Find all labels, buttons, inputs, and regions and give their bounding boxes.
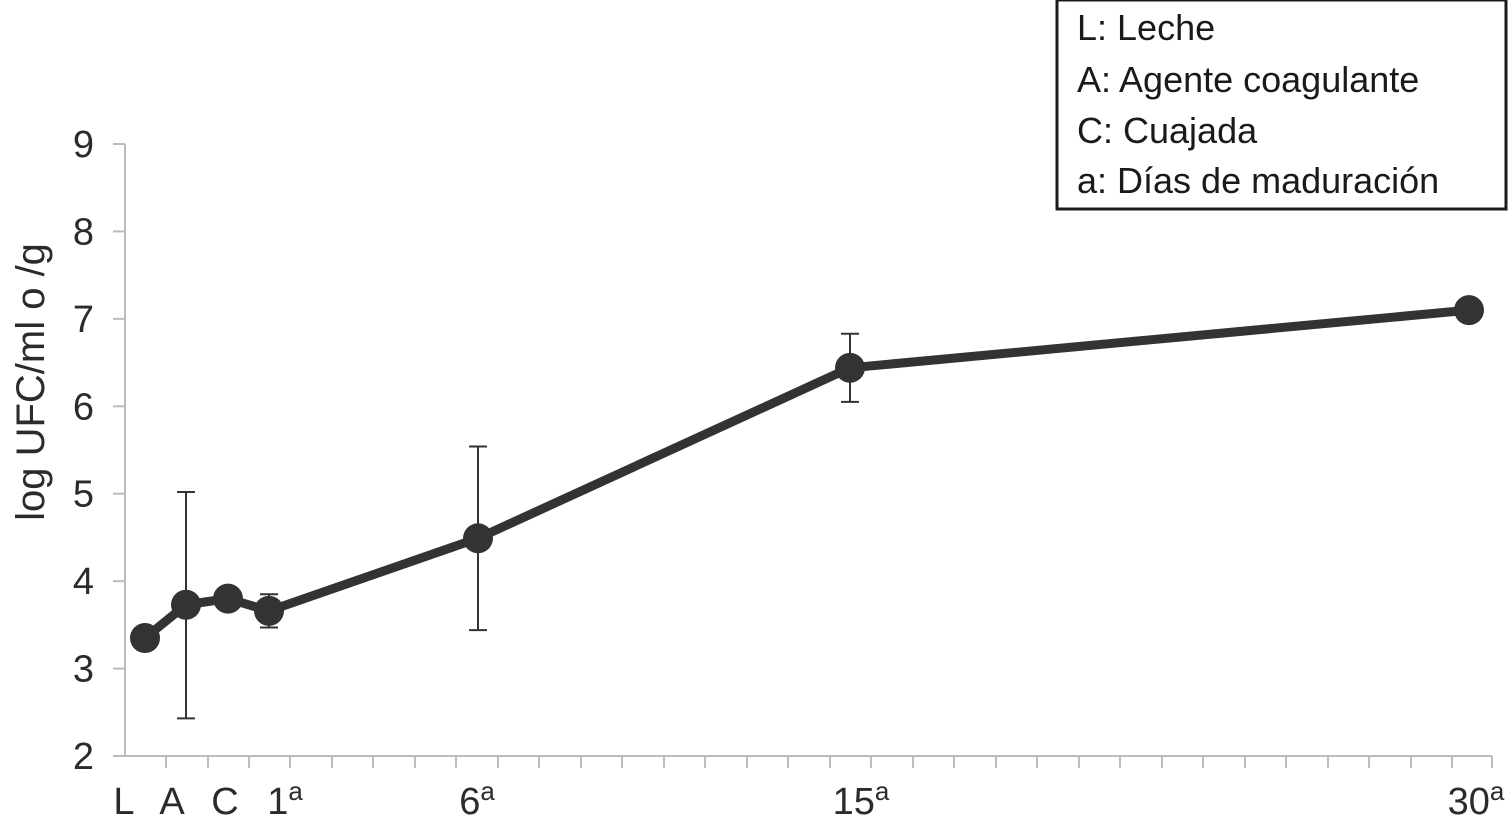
y-tick-label: 4 (73, 561, 94, 603)
y-tick-label: 8 (73, 211, 94, 253)
legend-entry-leche: L: Leche (1077, 7, 1215, 48)
y-tick-label: 3 (73, 649, 94, 691)
x-tick-labels: L A C 1a 6a 15a 30a (113, 776, 1504, 822)
x-tick-label: C (211, 781, 238, 822)
x-tick-label: 6a (459, 776, 495, 822)
data-point (1454, 295, 1484, 326)
y-tick-label: 2 (73, 736, 94, 778)
data-point (171, 589, 201, 620)
x-tick-label: 30a (1448, 776, 1505, 822)
data-series (130, 295, 1484, 720)
y-tick-label: 7 (73, 299, 94, 341)
data-point (835, 352, 865, 383)
data-point (254, 595, 284, 626)
y-tick-labels: 2 3 4 5 6 7 8 9 (73, 124, 94, 778)
x-tick-label: 15a (833, 776, 890, 822)
y-axis-title: log UFC/ml o /g (9, 243, 53, 521)
legend-box (1055, 0, 1508, 211)
data-point (213, 583, 243, 614)
axes (113, 143, 1493, 768)
legend-entry-agente: A: Agente coagulante (1077, 59, 1419, 100)
series-line (142, 305, 1470, 642)
data-point (463, 523, 493, 554)
data-point (130, 622, 160, 653)
x-tick-label: L (113, 781, 134, 822)
y-tick-label: 9 (73, 124, 94, 166)
y-tick-label: 5 (73, 474, 94, 516)
y-tick-label: 6 (73, 386, 94, 428)
x-tick-label: 1a (267, 776, 303, 822)
legend: L: Leche A: Agente coagulante C: Cuajada… (1055, 0, 1508, 211)
legend-entry-cuajada: C: Cuajada (1077, 110, 1258, 151)
legend-entry-dias: a: Días de maduración (1077, 160, 1439, 201)
x-tick-label: A (159, 781, 185, 822)
